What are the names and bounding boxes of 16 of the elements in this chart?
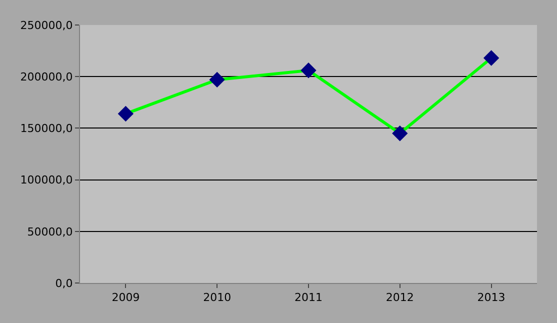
y-tick-label: 0,0 [55, 276, 73, 290]
x-tick-label: 2013 [477, 291, 506, 304]
x-tick-label: 2011 [294, 291, 322, 304]
y-tick-label: 250000,0 [20, 18, 73, 32]
point [484, 50, 499, 66]
y-tick-label: 200000,0 [20, 70, 73, 84]
point [209, 72, 225, 88]
y-tick-label: 150000,0 [20, 122, 73, 136]
x-tick-label: 2010 [203, 291, 232, 304]
point [118, 106, 134, 122]
x-tick-label: 2009 [112, 291, 140, 304]
point [392, 126, 408, 142]
x-tick-label: 2012 [386, 291, 414, 304]
y-tick-label: 50000,0 [27, 225, 73, 238]
point [300, 62, 316, 78]
y-tick-label: 100000,0 [20, 174, 73, 187]
